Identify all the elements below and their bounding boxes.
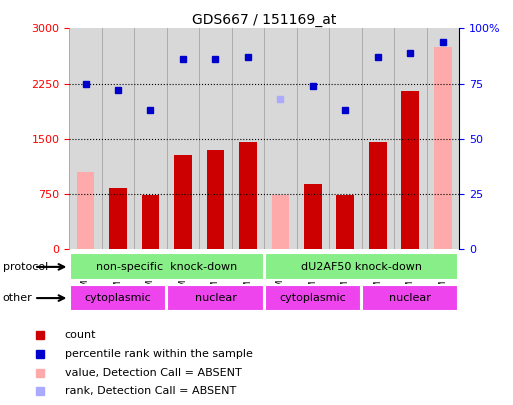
Text: nuclear: nuclear [389,293,431,303]
Text: rank, Detection Call = ABSENT: rank, Detection Call = ABSENT [65,386,236,396]
Bar [167,28,199,249]
Bar [434,47,452,249]
Bar [70,285,166,311]
Bar [142,195,160,249]
Bar [134,28,167,249]
Text: nuclear: nuclear [194,293,236,303]
Bar [265,285,361,311]
Bar [329,28,362,249]
Text: count: count [65,330,96,340]
Bar [102,28,134,249]
Bar [337,195,354,249]
Bar [239,143,257,249]
Text: non-specific  knock-down: non-specific knock-down [96,262,238,272]
Bar [264,28,297,249]
Bar [394,28,427,249]
Title: GDS667 / 151169_at: GDS667 / 151169_at [192,13,337,27]
Bar [265,254,459,280]
Bar [232,28,264,249]
Bar [109,188,127,249]
Bar [362,285,459,311]
Bar [362,28,394,249]
Bar [69,28,102,249]
Bar [369,142,387,249]
Bar [70,254,264,280]
Bar [427,28,459,249]
Bar [271,195,289,249]
Text: other: other [3,293,32,303]
Bar [174,155,192,249]
Bar [76,172,94,249]
Bar [304,184,322,249]
Text: dU2AF50 knock-down: dU2AF50 knock-down [301,262,422,272]
Text: protocol: protocol [3,262,48,272]
Bar [167,285,264,311]
Text: value, Detection Call = ABSENT: value, Detection Call = ABSENT [65,368,242,378]
Text: cytoplasmic: cytoplasmic [280,293,346,303]
Bar [402,91,419,249]
Text: cytoplasmic: cytoplasmic [85,293,151,303]
Bar [297,28,329,249]
Bar [199,28,232,249]
Text: percentile rank within the sample: percentile rank within the sample [65,349,252,359]
Bar [207,151,224,249]
